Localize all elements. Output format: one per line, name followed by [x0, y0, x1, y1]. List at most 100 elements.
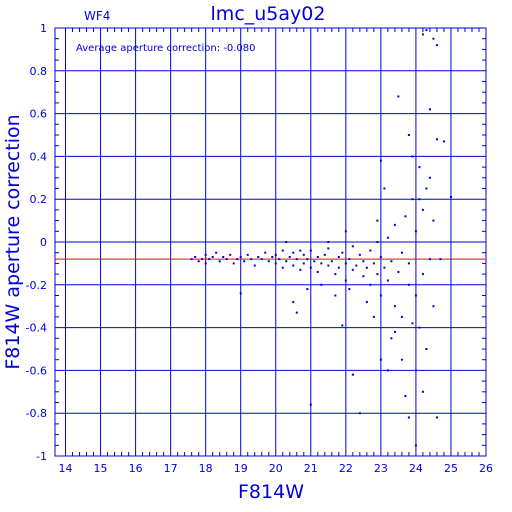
data-point: [344, 262, 347, 265]
data-point: [428, 176, 431, 179]
data-point: [425, 187, 428, 190]
data-point: [407, 416, 410, 419]
data-point: [320, 262, 323, 265]
y-tick-label: -0.4: [26, 322, 47, 335]
data-point: [222, 255, 225, 258]
data-point: [386, 236, 389, 239]
data-point: [274, 262, 277, 265]
data-point: [316, 270, 319, 273]
data-point: [432, 37, 435, 40]
data-point: [404, 395, 407, 398]
data-point: [190, 258, 193, 261]
data-point: [239, 255, 242, 258]
data-point: [400, 358, 403, 361]
data-point: [365, 300, 368, 303]
data-point: [281, 249, 284, 252]
data-point: [260, 258, 263, 261]
x-tick-label: 18: [199, 462, 213, 475]
data-point: [309, 266, 312, 269]
data-point: [369, 283, 372, 286]
data-point: [414, 230, 417, 233]
average-correction-annotation: Average aperture correction: -0.080: [76, 43, 256, 54]
data-point: [379, 358, 382, 361]
x-tick-label: 14: [59, 462, 73, 475]
y-tick-label: -0.2: [26, 279, 47, 292]
data-point: [442, 140, 445, 143]
data-point: [379, 294, 382, 297]
data-point: [218, 260, 221, 263]
data-point: [421, 273, 424, 276]
data-point: [379, 255, 382, 258]
y-tick-labels: 1 0.8 0.6 0.4 0.2 0 -0.2 -0.4 -0.6 -0.8 -1: [26, 22, 47, 463]
data-point: [428, 258, 431, 261]
data-point: [390, 337, 393, 340]
y-axis-label: F814W aperture correction: [2, 114, 24, 369]
data-point: [295, 311, 298, 314]
grid-lines: [55, 28, 486, 456]
data-point: [449, 196, 452, 199]
data-point: [365, 266, 368, 269]
data-point: [414, 369, 417, 372]
data-point: [372, 315, 375, 318]
data-point: [376, 219, 379, 222]
data-point: [306, 258, 309, 261]
data-point: [285, 260, 288, 263]
data-point: [355, 264, 358, 267]
data-point: [404, 215, 407, 218]
data-point: [295, 258, 298, 261]
data-point: [246, 253, 249, 256]
data-point: [204, 253, 207, 256]
data-point: [397, 95, 400, 98]
data-point: [411, 155, 414, 158]
panel-label: WF4: [84, 9, 110, 23]
data-point: [281, 266, 284, 269]
x-tick-label: 24: [409, 462, 423, 475]
data-point: [358, 412, 361, 415]
data-point: [386, 369, 389, 372]
data-point: [414, 444, 417, 447]
data-point: [418, 198, 421, 201]
data-point: [376, 241, 379, 243]
x-tick-label: 21: [304, 462, 318, 475]
data-point: [400, 251, 403, 254]
y-tick-label: 1: [40, 22, 47, 35]
x-tick-label: 23: [374, 462, 388, 475]
data-point: [348, 288, 351, 291]
y-tick-label: 0.6: [30, 108, 48, 121]
data-points: [190, 29, 452, 447]
data-point: [358, 253, 361, 256]
data-point: [292, 264, 295, 267]
y-tick-label: 0: [40, 236, 47, 249]
data-point: [337, 255, 340, 258]
data-point: [257, 255, 260, 258]
data-point: [369, 249, 372, 252]
data-point: [215, 251, 218, 254]
data-point: [271, 255, 274, 258]
data-point: [309, 249, 312, 252]
data-point: [432, 219, 435, 222]
data-point: [407, 283, 410, 286]
data-point: [327, 264, 330, 267]
x-tick-label: 22: [339, 462, 353, 475]
data-point: [397, 270, 400, 273]
data-point: [299, 268, 302, 271]
data-point: [435, 44, 438, 47]
data-point: [292, 251, 295, 254]
data-point: [232, 262, 235, 265]
data-point: [236, 258, 239, 261]
data-point: [407, 134, 410, 136]
data-point: [344, 279, 347, 282]
data-point: [390, 260, 393, 263]
data-point: [418, 326, 421, 329]
data-point: [351, 245, 354, 248]
data-point: [421, 390, 424, 393]
x-tick-labels: 14 15 16 17 18 19 20 21 22 23 24 25 26: [59, 462, 493, 475]
y-tick-label: 0.4: [30, 150, 48, 163]
data-point: [351, 268, 354, 271]
data-point: [292, 300, 295, 303]
data-point: [309, 403, 312, 406]
data-point: [285, 241, 288, 243]
data-point: [313, 260, 316, 263]
data-point: [414, 294, 417, 297]
